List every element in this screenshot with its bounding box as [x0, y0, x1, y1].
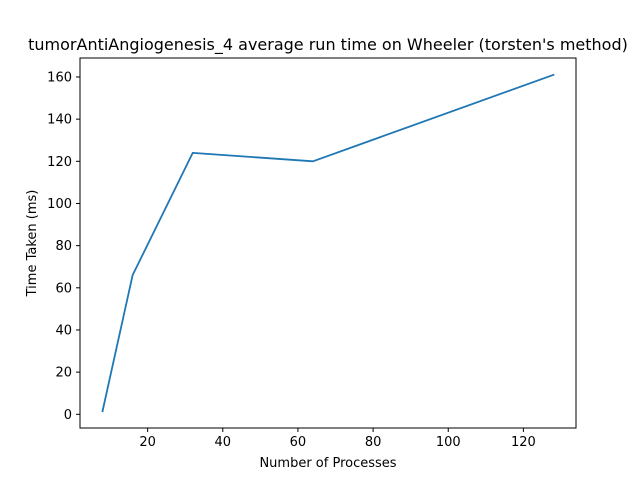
y-tick-label: 140 — [47, 113, 72, 128]
x-tick-label: 40 — [215, 435, 232, 450]
y-axis-ticks: 0 20 40 60 80 100 120 140 160 — [47, 70, 80, 423]
y-tick-label: 40 — [55, 323, 72, 338]
x-tick-label: 80 — [365, 435, 382, 450]
x-tick-label: 120 — [511, 435, 536, 450]
plot-area — [101, 73, 555, 413]
y-axis-label: Time Taken (ms) — [25, 190, 40, 298]
x-axis-ticks: 20 40 60 80 100 120 — [139, 428, 536, 450]
y-tick-label: 160 — [47, 70, 72, 85]
axes-frame — [79, 57, 577, 429]
y-tick-label: 0 — [64, 408, 72, 423]
y-tick-label: 20 — [55, 366, 72, 381]
x-tick-label: 60 — [290, 435, 307, 450]
y-tick-label: 60 — [55, 281, 72, 296]
chart-title: tumorAntiAngiogenesis_4 average run time… — [28, 35, 628, 55]
x-tick-label: 20 — [139, 435, 156, 450]
x-axis-label: Number of Processes — [259, 456, 396, 471]
y-tick-label: 120 — [47, 155, 72, 170]
y-tick-label: 100 — [47, 197, 72, 212]
y-tick-label: 80 — [55, 239, 72, 254]
x-tick-label: 100 — [436, 435, 461, 450]
